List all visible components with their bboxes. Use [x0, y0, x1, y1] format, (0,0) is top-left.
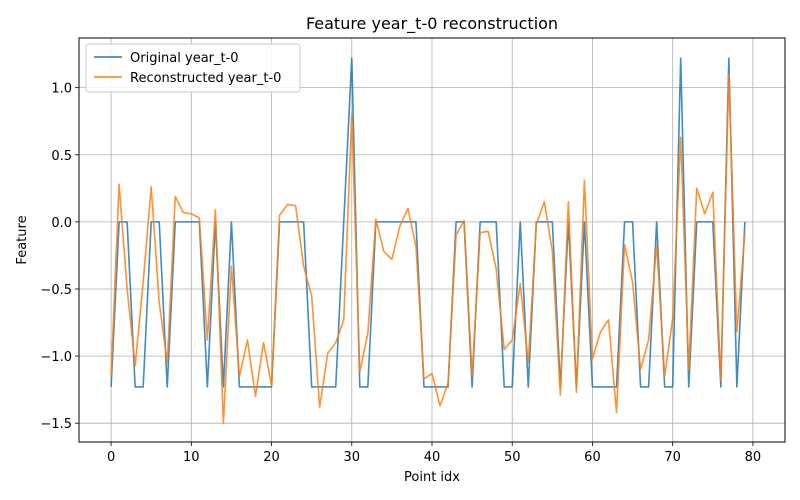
x-tick-label: 70 — [664, 450, 681, 465]
x-tick-label: 10 — [183, 450, 200, 465]
series-layer — [110, 57, 746, 425]
x-tick-label: 80 — [745, 450, 762, 465]
y-tick-label: −0.5 — [40, 283, 72, 298]
x-tick-label: 30 — [343, 450, 360, 465]
x-axis-title: Point idx — [404, 470, 460, 485]
legend-label-reconstructed: Reconstructed year_t-0 — [130, 71, 281, 86]
x-tick-label: 0 — [107, 450, 115, 465]
y-axis-title: Feature — [15, 215, 30, 264]
y-tick-label: −1.0 — [40, 350, 72, 365]
x-ticks: 0 10 20 30 40 50 60 70 80 — [107, 442, 761, 465]
y-tick-label: 1.0 — [51, 82, 72, 97]
y-tick-label: 0.0 — [51, 216, 72, 231]
y-ticks: −1.5 −1.0 −0.5 0.0 0.5 1.0 — [40, 82, 79, 432]
x-tick-label: 40 — [424, 450, 441, 465]
legend: Original year_t-0 Reconstructed year_t-0 — [85, 43, 301, 93]
x-tick-label: 20 — [263, 450, 280, 465]
legend-box — [85, 43, 301, 93]
y-tick-label: −1.5 — [40, 417, 72, 432]
y-tick-label: 0.5 — [51, 149, 72, 164]
legend-label-original: Original year_t-0 — [130, 51, 239, 66]
series-line-reconstructed — [110, 73, 746, 425]
chart-title: Feature year_t-0 reconstruction — [306, 14, 558, 34]
x-tick-label: 60 — [584, 450, 601, 465]
x-tick-label: 50 — [504, 450, 521, 465]
